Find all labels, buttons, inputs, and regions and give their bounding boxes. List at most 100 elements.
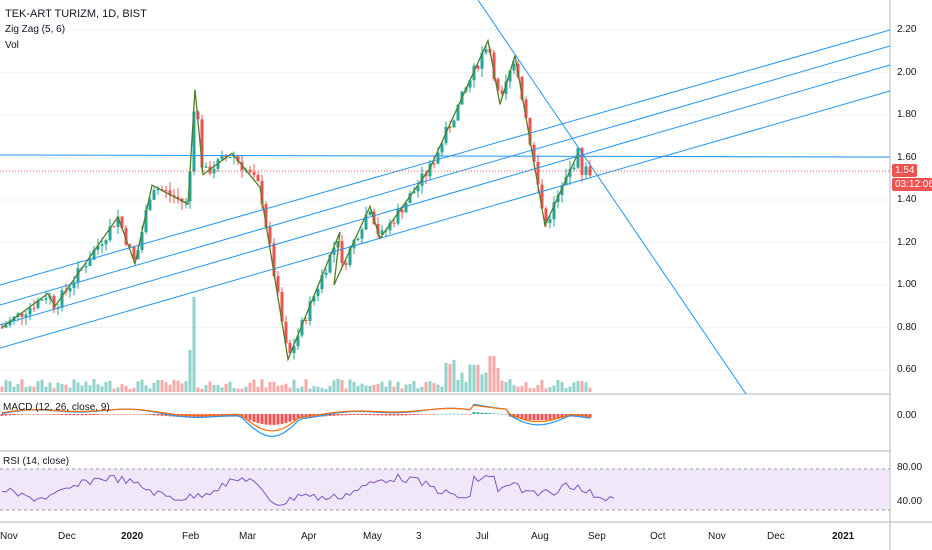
macd-histogram-bar <box>76 414 80 416</box>
macd-histogram-bar <box>12 414 16 416</box>
volume-bar <box>468 364 472 392</box>
price-tick-label: 0.60 <box>897 364 917 375</box>
macd-histogram-bar <box>500 413 504 415</box>
channel-line-lower[interactable] <box>0 90 891 349</box>
candle-body <box>276 276 280 293</box>
price-tick-label: 1.60 <box>897 151 917 163</box>
volume-bar <box>196 387 200 392</box>
macd-histogram-bar <box>460 413 464 415</box>
volume-bar <box>500 380 504 392</box>
volume-bar <box>372 384 376 392</box>
macd-histogram-bar <box>156 414 160 416</box>
volume-bar <box>336 379 340 392</box>
macd-histogram-bar <box>60 414 64 415</box>
candle-body <box>532 144 536 163</box>
volume-bar <box>172 379 176 392</box>
candle-body <box>572 167 576 170</box>
channel-line-2[interactable] <box>0 45 891 306</box>
price-tick-label: 1.00 <box>897 279 917 290</box>
volume-bar <box>52 388 56 392</box>
candle-body <box>404 203 408 213</box>
candle-body <box>116 216 120 227</box>
macd-histogram-bar <box>292 414 296 421</box>
rsi-indicator-label[interactable]: RSI (14, close) <box>3 456 70 467</box>
candle-body <box>432 163 436 165</box>
time-tick-label: Mar <box>239 531 257 542</box>
candle-body <box>284 321 288 343</box>
candle-body <box>108 226 112 241</box>
volume-bar <box>396 381 400 392</box>
time-tick-label: Feb <box>182 531 200 542</box>
volume-bar <box>148 388 152 392</box>
volume-bar <box>392 386 396 392</box>
zigzag-indicator-label[interactable]: Zig Zag (5, 6) <box>5 24 66 35</box>
descending-trend-line[interactable] <box>477 0 747 395</box>
candle-body <box>228 156 232 158</box>
symbol-title[interactable]: TEK-ART TURIZM, 1D, BIST <box>5 8 147 20</box>
macd-histogram-bar <box>164 414 168 417</box>
candle-body <box>256 175 260 181</box>
volume-bar <box>508 379 512 392</box>
volume-bar <box>504 382 508 392</box>
volume-bar <box>260 379 264 392</box>
volume-indicator-label[interactable]: Vol <box>5 40 19 51</box>
macd-histogram-bar <box>148 414 152 415</box>
volume-bar <box>428 381 432 392</box>
volume-bar <box>140 379 144 392</box>
candle-body <box>0 327 4 329</box>
volume-bar <box>20 379 24 392</box>
macd-histogram-bar <box>48 414 52 415</box>
candle-body <box>4 325 8 328</box>
candle-body <box>456 104 460 121</box>
candle-body <box>308 301 312 321</box>
candle-body <box>412 191 416 194</box>
candle-body <box>448 126 452 128</box>
macd-histogram-bar <box>316 414 320 417</box>
candle-body <box>540 184 544 209</box>
volume-bar <box>256 386 260 392</box>
candle-body <box>364 214 368 230</box>
trend-lines[interactable] <box>0 0 891 395</box>
volume-bar <box>184 381 188 392</box>
volume-bar <box>36 381 40 392</box>
macd-histogram-bar <box>40 414 44 415</box>
candle-body <box>436 152 440 164</box>
macd-histogram-bar <box>84 414 88 416</box>
volume-bar <box>84 381 88 392</box>
horizontal-level-line[interactable] <box>0 154 891 158</box>
macd-histogram-bar <box>96 414 100 415</box>
price-tick-label: 1.80 <box>897 109 917 120</box>
macd-histogram-bar <box>248 414 252 421</box>
volume-bar <box>92 379 96 392</box>
candle-body <box>388 222 392 231</box>
volume-bar <box>404 384 408 392</box>
candle-body <box>132 246 136 260</box>
channel-line-3[interactable] <box>0 64 891 326</box>
candle-body <box>416 185 420 192</box>
candlesticks[interactable] <box>0 43 592 360</box>
macd-histogram-bar <box>384 414 388 416</box>
zigzag-line[interactable] <box>1 38 579 362</box>
candle-body <box>76 268 80 283</box>
volume-bar <box>484 372 488 392</box>
time-tick-label: Dec <box>58 531 76 542</box>
macd-histogram-bar <box>268 414 272 425</box>
candle-body <box>520 76 524 100</box>
candle-body <box>356 238 360 241</box>
channel-line-upper[interactable] <box>0 29 891 286</box>
macd-histogram-bar <box>496 413 500 415</box>
macd-histogram-bar <box>404 414 408 416</box>
macd-histogram-bar <box>560 414 564 418</box>
macd-histogram-bar <box>524 414 528 420</box>
candle-body <box>524 99 528 118</box>
macd-histogram-bar <box>112 414 116 415</box>
volume-bar <box>204 385 208 392</box>
volume-bar <box>456 379 460 392</box>
volume-bar <box>32 386 36 392</box>
candle-body <box>40 299 44 301</box>
volume-bar <box>72 379 76 392</box>
macd-histogram-bar <box>276 414 280 425</box>
volume-bar <box>332 380 336 392</box>
macd-indicator-label[interactable]: MACD (12, 26, close, 9) <box>3 402 110 413</box>
